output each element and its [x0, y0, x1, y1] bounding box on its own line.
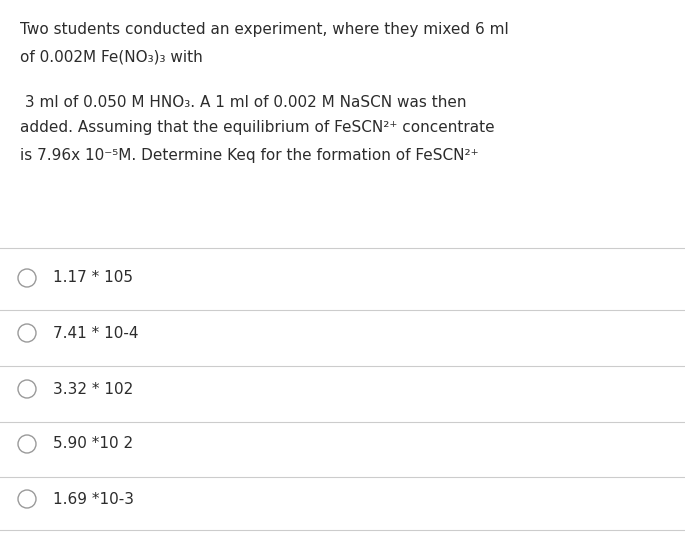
Text: 1.17 * 105: 1.17 * 105	[53, 270, 133, 285]
Text: 7.41 * 10-4: 7.41 * 10-4	[53, 326, 138, 341]
Text: 1.69 *10-3: 1.69 *10-3	[53, 492, 134, 507]
Text: of 0.002M Fe(NO₃)₃ with: of 0.002M Fe(NO₃)₃ with	[20, 50, 203, 65]
Text: 3 ml of 0.050 M HNO₃. A 1 ml of 0.002 M NaSCN was then: 3 ml of 0.050 M HNO₃. A 1 ml of 0.002 M …	[20, 95, 466, 110]
Text: 3.32 * 102: 3.32 * 102	[53, 382, 134, 397]
Text: added. Assuming that the equilibrium of FeSCN²⁺ concentrate: added. Assuming that the equilibrium of …	[20, 120, 495, 135]
Text: Two students conducted an experiment, where they mixed 6 ml: Two students conducted an experiment, wh…	[20, 22, 509, 37]
Text: is 7.96x 10⁻⁵M. Determine Keq for the formation of FeSCN²⁺: is 7.96x 10⁻⁵M. Determine Keq for the fo…	[20, 148, 479, 163]
Text: 5.90 *10 2: 5.90 *10 2	[53, 436, 133, 451]
